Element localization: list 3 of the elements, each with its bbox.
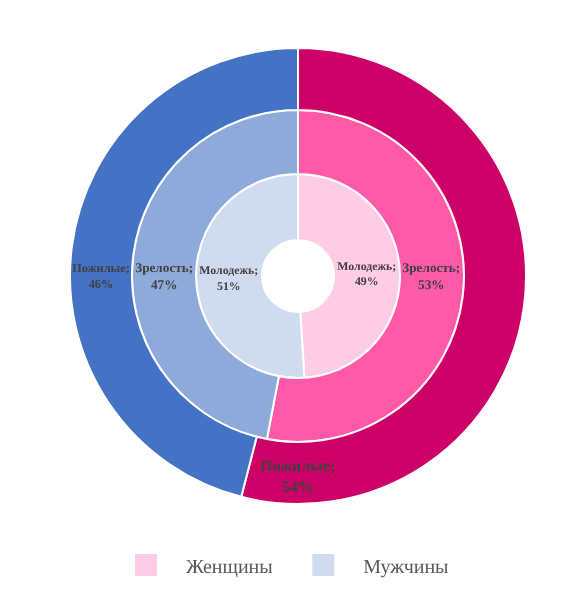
data-label: Пожилые; 54% bbox=[260, 456, 336, 496]
legend-label: Мужчины bbox=[363, 556, 450, 579]
legend-label: Женщины bbox=[186, 556, 274, 579]
